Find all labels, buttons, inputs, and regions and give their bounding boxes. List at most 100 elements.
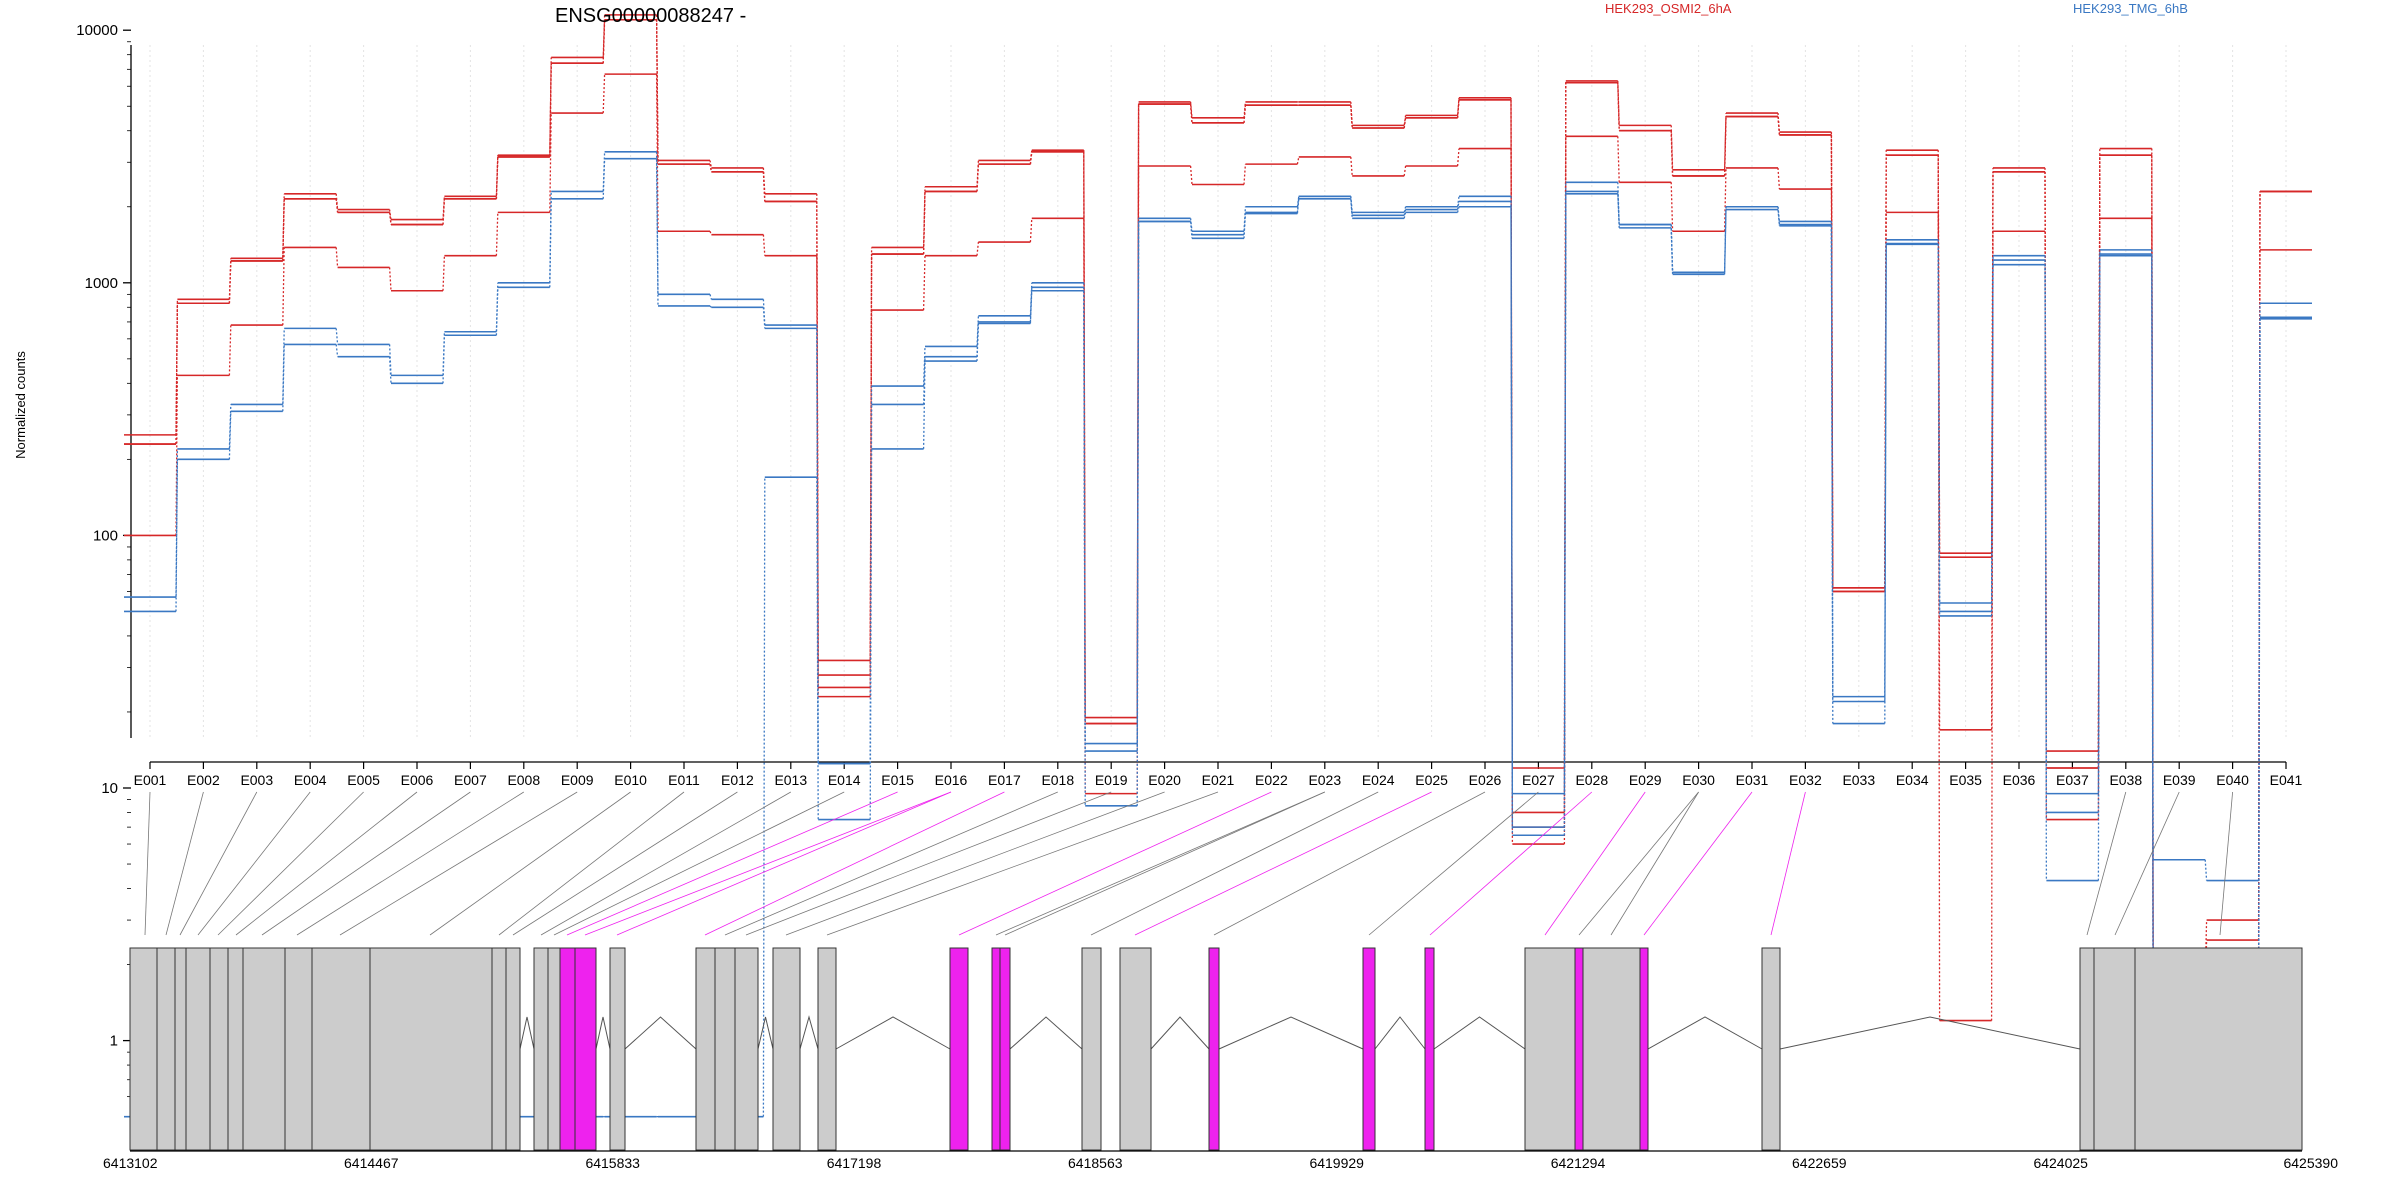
- data-connector: [709, 305, 712, 308]
- x-tick-label: E007: [454, 772, 487, 788]
- data-connector: [1029, 287, 1033, 322]
- data-connector: [2044, 264, 2048, 881]
- x-tick-label: E001: [134, 772, 167, 788]
- x-tick-label: E006: [401, 772, 434, 788]
- data-connector: [1830, 225, 1834, 724]
- data-connector: [388, 344, 392, 376]
- x-tick-label: E016: [935, 772, 968, 788]
- exon-connector: [165, 791, 204, 936]
- genomic-tick-label: 6417198: [827, 1155, 882, 1171]
- data-connector: [1777, 112, 1781, 133]
- exon-bin: [772, 947, 801, 1151]
- data-connector: [922, 346, 926, 387]
- exon-bin: [369, 947, 493, 1151]
- data-connector: [1617, 191, 1620, 225]
- data-connector: [1243, 213, 1247, 239]
- data-connector: [1670, 182, 1674, 232]
- data-connector: [1563, 193, 1567, 836]
- y-tick-label: 10: [101, 780, 118, 797]
- data-connector: [1243, 105, 1247, 123]
- exon-bin: [242, 947, 286, 1151]
- data-connector: [1670, 227, 1674, 275]
- intron-line: [1374, 1016, 1426, 1050]
- y-axis-label: Normalized counts: [13, 351, 28, 459]
- x-tick-label: E041: [2270, 772, 2303, 788]
- data-connector: [1296, 156, 1300, 165]
- grid-lines: [149, 45, 2287, 738]
- data-connector: [1990, 264, 1994, 616]
- exon-connector: [197, 791, 311, 936]
- exon-bin-highlight: [574, 947, 597, 1151]
- exon-bin: [734, 947, 759, 1151]
- data-connector: [2044, 260, 2048, 813]
- exon-connector: [144, 791, 151, 936]
- exon-bin: [609, 947, 626, 1151]
- data-connector: [175, 303, 179, 445]
- exon-bin: [209, 947, 229, 1151]
- x-tick-label: E025: [1415, 772, 1448, 788]
- x-tick-label: E011: [668, 772, 700, 788]
- exon-bin: [2093, 947, 2136, 1151]
- x-tick-label: E003: [240, 772, 273, 788]
- exon-connector: [584, 791, 952, 936]
- data-connector: [1723, 206, 1727, 273]
- data-connector: [1777, 209, 1781, 226]
- exon-bin: [284, 947, 313, 1151]
- series-5: [124, 157, 2312, 990]
- data-connector: [1350, 105, 1353, 129]
- data-connector: [335, 344, 339, 357]
- data-connector: [1617, 193, 1620, 228]
- data-connector: [442, 335, 446, 384]
- intron-line: [799, 1015, 819, 1050]
- intron-line: [1009, 1016, 1083, 1050]
- intron-line: [1647, 1016, 1763, 1050]
- data-connector: [228, 404, 232, 449]
- exon-bin: [714, 947, 736, 1151]
- data-connector: [1243, 101, 1247, 118]
- data-connector: [1403, 117, 1407, 129]
- data-connector: [1723, 167, 1727, 232]
- data-connector: [602, 74, 606, 114]
- genomic-tick-label: 6414467: [344, 1155, 399, 1171]
- data-connector: [1029, 151, 1033, 165]
- exon-connector: [339, 791, 578, 936]
- intron-line: [1218, 1016, 1364, 1050]
- x-tick-label: E014: [828, 772, 861, 788]
- series-lines: [124, 14, 2312, 1118]
- data-connector: [976, 241, 980, 256]
- exon-connector: [958, 791, 1272, 936]
- data-connector: [1617, 136, 1620, 183]
- exon-connector: [1643, 791, 1753, 936]
- data-connector: [709, 294, 713, 300]
- data-connector: [976, 315, 980, 347]
- data-connector: [1083, 290, 1086, 806]
- exon-connector: [2219, 791, 2233, 936]
- x-tick-label: E028: [1575, 772, 1608, 788]
- data-connector: [1456, 97, 1460, 116]
- exon-connector: [1610, 791, 1699, 936]
- x-tick-label: E036: [2003, 772, 2036, 788]
- data-connector: [282, 344, 285, 412]
- exon-connector: [1429, 791, 1593, 936]
- x-tick-label: E026: [1469, 772, 1502, 788]
- x-tick-label: E010: [614, 772, 647, 788]
- data-connector: [549, 191, 552, 283]
- exon-connector: [235, 791, 418, 936]
- exon-connector: [995, 791, 1325, 936]
- data-connector: [602, 151, 606, 192]
- exon-connector: [826, 791, 1219, 936]
- data-connector: [2097, 255, 2101, 881]
- data-connector: [1723, 113, 1727, 170]
- data-connector: [1456, 201, 1460, 210]
- data-connector: [282, 247, 285, 326]
- data-connector: [1189, 165, 1193, 185]
- genomic-tick-label: 6413102: [103, 1155, 158, 1171]
- data-connector: [228, 411, 232, 460]
- data-connector: [228, 260, 232, 304]
- exon-connector: [1544, 791, 1646, 936]
- exon-bin: [129, 947, 158, 1151]
- data-connector: [1777, 167, 1781, 190]
- data-connector: [922, 255, 926, 311]
- data-connector: [1350, 156, 1353, 176]
